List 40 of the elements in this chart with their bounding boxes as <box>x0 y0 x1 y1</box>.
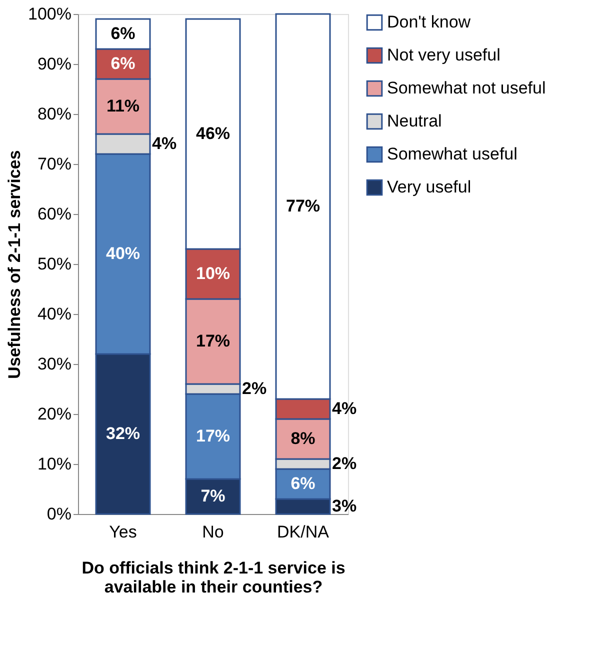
y-tick-label: 60% <box>37 204 72 224</box>
data-label: 77% <box>286 196 320 216</box>
data-label: 32% <box>106 424 140 443</box>
data-label: 6% <box>110 54 136 73</box>
data-label: 7% <box>200 486 226 506</box>
y-tick-label: 10% <box>37 454 72 474</box>
y-tick-label: 20% <box>37 404 72 424</box>
data-label: 3% <box>332 496 357 516</box>
legend-label: Very useful <box>387 178 472 196</box>
y-tick-label: 100% <box>28 4 72 24</box>
x-axis-title: Do officials think 2-1-1 service is available in their counties? <box>82 558 346 596</box>
data-label: 17% <box>196 332 230 350</box>
data-label: 6% <box>290 474 316 493</box>
y-tick-label: 50% <box>37 254 72 274</box>
legend-label: Somewhat not useful <box>387 78 546 98</box>
data-label: 10% <box>196 264 230 283</box>
x-tick-label: No <box>202 522 224 542</box>
data-label: 2% <box>332 454 357 473</box>
y-tick-label: 70% <box>37 154 72 174</box>
legend-label: Don't know <box>387 12 472 32</box>
legend-label: Neutral <box>387 112 442 130</box>
data-label: 11% <box>106 96 140 116</box>
y-tick-label: 80% <box>37 104 72 124</box>
data-label: 2% <box>242 379 267 398</box>
x-tick-label: DK/NA <box>277 522 330 542</box>
data-label: 4% <box>332 399 357 418</box>
data-label: 8% <box>290 429 316 448</box>
legend-label: Somewhat useful <box>387 144 518 164</box>
legend-label: Not very useful <box>387 46 500 64</box>
y-tick-label: 90% <box>37 54 72 74</box>
x-tick-label: Yes <box>109 522 137 542</box>
data-label: 6% <box>110 24 136 43</box>
data-label: 46% <box>196 124 230 143</box>
y-tick-label: 40% <box>37 304 72 324</box>
data-label: 40% <box>106 244 140 263</box>
data-label: 4% <box>152 134 177 153</box>
data-label: 17% <box>196 426 230 446</box>
y-tick-label: 30% <box>37 354 72 374</box>
y-axis-title: Usefulness of 2-1-1 services <box>5 150 24 379</box>
y-tick-label: 0% <box>46 504 72 524</box>
